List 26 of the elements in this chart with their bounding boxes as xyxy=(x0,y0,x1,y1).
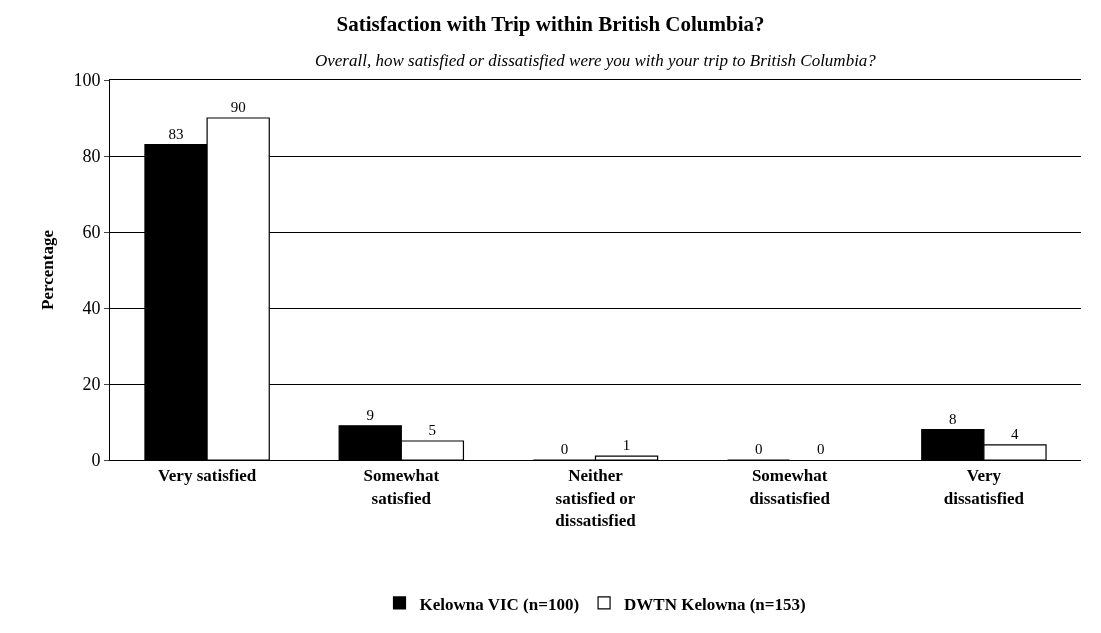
data-label: 8 xyxy=(949,410,957,427)
x-tick-label: Neither satisfied or dissatisfied xyxy=(555,466,637,530)
data-label: 1 xyxy=(622,437,631,454)
data-label: 90 xyxy=(230,99,246,115)
chart-title: Satisfaction with Trip within British Columbia? xyxy=(336,11,765,36)
y-axis-title: Percentage xyxy=(37,229,57,310)
data-label: 4 xyxy=(1010,425,1019,442)
y-tick-label: 40 xyxy=(82,298,101,319)
data-label: 5 xyxy=(428,422,437,438)
x-tick-label: Somewhat satisfied xyxy=(363,466,440,508)
y-tick-label: 100 xyxy=(73,70,101,91)
legend-label: Kelowna VIC (n=100) xyxy=(419,594,580,614)
data-label: 0 xyxy=(754,441,763,457)
y-tick-label: 20 xyxy=(82,374,101,395)
data-label: 83 xyxy=(168,125,184,142)
x-tick-label: Somewhat dissatisfied xyxy=(749,466,831,508)
y-tick-label: 80 xyxy=(82,146,101,167)
chart-subtitle: Overall, how satisfied or dissatisfied were you with your trip to British Columbia? xyxy=(315,51,877,70)
data-label: 9 xyxy=(366,406,374,423)
x-tick-label: Very satisfied xyxy=(158,466,257,486)
y-tick-label: 60 xyxy=(82,222,101,243)
y-tick-label: 0 xyxy=(91,450,101,471)
x-tick-label: Very dissatisfied xyxy=(943,466,1025,508)
data-label: 0 xyxy=(560,441,569,457)
data-label: 0 xyxy=(817,441,825,457)
legend-label: DWTN Kelowna (n=153) xyxy=(624,594,806,614)
